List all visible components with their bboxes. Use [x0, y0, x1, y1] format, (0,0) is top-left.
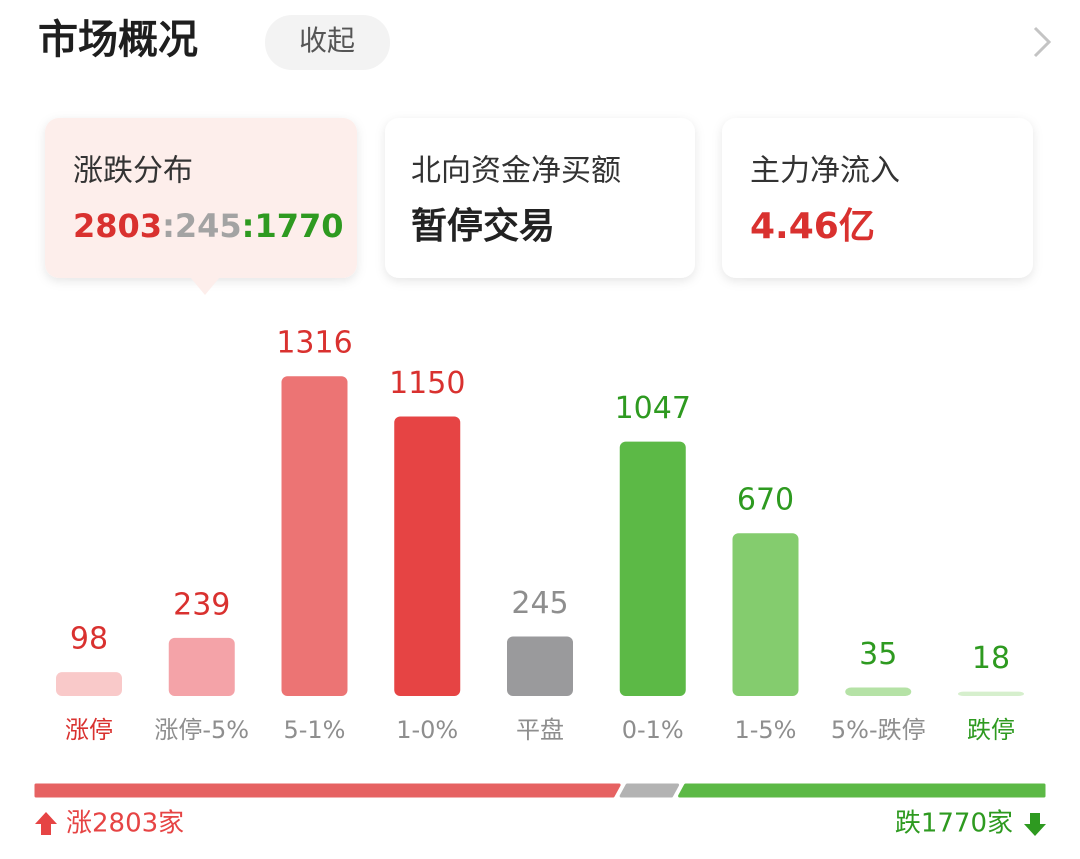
collapse-button[interactable] — [265, 15, 390, 70]
down-count: 跌1770家 — [895, 809, 1013, 839]
card-label: 北向资金净买额 — [411, 154, 621, 189]
proportion-segment — [678, 783, 1046, 798]
category-label: 1-0% — [396, 716, 458, 744]
card[interactable] — [385, 118, 695, 278]
value-label: 239 — [173, 587, 230, 622]
down-arrow — [1024, 813, 1046, 836]
proportion-segment — [34, 783, 621, 798]
card-value: 暂停交易 — [411, 205, 555, 247]
category-label: 平盘 — [516, 716, 564, 744]
category-label: 跌停 — [967, 716, 1015, 744]
category-label: 涨停-5% — [154, 716, 249, 744]
category-label: 1-5% — [734, 716, 796, 744]
category-label: 5-1% — [283, 716, 345, 744]
card-label: 涨跌分布 — [73, 154, 193, 189]
card-value: 2803:245:1770 — [73, 207, 344, 245]
collapse-label[interactable]: 收起 — [299, 24, 355, 57]
bar — [394, 416, 461, 696]
bar — [281, 376, 348, 696]
bar — [56, 672, 122, 696]
value-label: 1047 — [615, 391, 691, 426]
bar — [958, 691, 1024, 696]
card-value: 4.46亿 — [750, 206, 875, 247]
more-chevron[interactable] — [1033, 26, 1052, 58]
card-pointer — [190, 277, 220, 295]
value-label: 98 — [70, 622, 108, 657]
value-label: 670 — [737, 483, 794, 518]
value-label: 1150 — [389, 366, 465, 401]
category-label: 0-1% — [622, 716, 684, 744]
value-label: 35 — [859, 637, 897, 672]
ratio-part: 2803 — [73, 207, 162, 245]
value-label: 1316 — [276, 326, 352, 361]
card[interactable] — [45, 118, 357, 278]
category-label: 涨停 — [65, 716, 113, 744]
category-label: 5%-跌停 — [831, 716, 926, 744]
proportion-segment — [619, 783, 680, 798]
ratio-part: 1770 — [254, 207, 343, 245]
value-label: 245 — [511, 586, 568, 621]
bar — [619, 441, 686, 696]
bar — [732, 533, 799, 696]
page-title: 市场概况 — [38, 17, 198, 63]
separator: : — [242, 207, 255, 245]
separator: : — [162, 207, 175, 245]
bar — [507, 636, 573, 696]
value-label: 18 — [972, 641, 1010, 676]
card[interactable] — [722, 118, 1033, 278]
up-count: 涨2803家 — [66, 809, 184, 839]
bar — [168, 637, 235, 696]
bar — [845, 687, 912, 696]
card-label: 主力净流入 — [750, 154, 900, 189]
up-arrow — [35, 812, 57, 835]
ratio-part: 245 — [175, 207, 242, 245]
